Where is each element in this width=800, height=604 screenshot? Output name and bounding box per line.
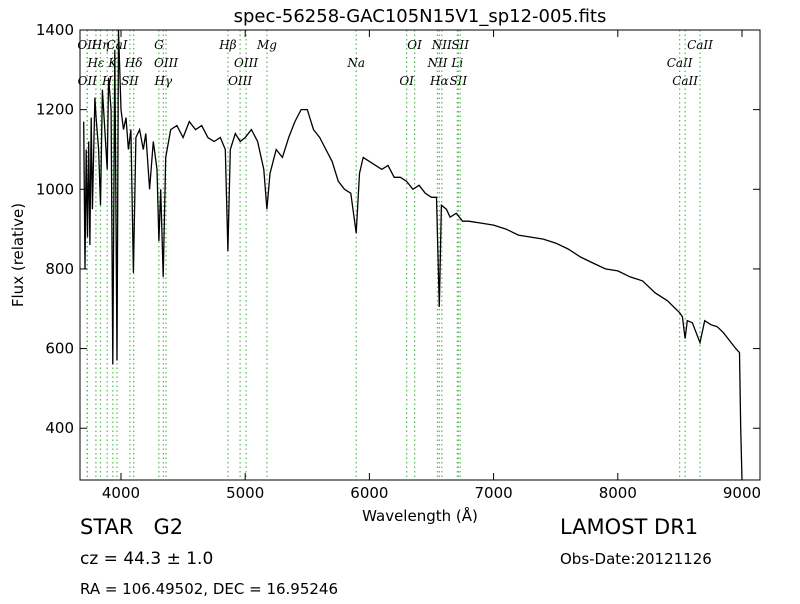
spectral-line-label: Hα (429, 74, 449, 88)
chart-title: spec-56258-GAC105N15V1_sp12-005.fits (234, 6, 607, 27)
spectral-line-label: Na (346, 56, 365, 70)
x-tick-label: 9000 (723, 484, 761, 502)
y-axis-label: Flux (relative) (9, 203, 27, 307)
coordinates: RA = 106.49502, DEC = 16.95246 (80, 580, 338, 598)
x-axis-label: Wavelength (Å) (362, 506, 478, 525)
spectral-line-label: OII (78, 74, 98, 88)
x-tick-label: 6000 (350, 484, 388, 502)
x-tick-label: 8000 (599, 484, 637, 502)
spectral-line-label: OIII (228, 74, 252, 88)
y-tick-label: 800 (45, 260, 74, 278)
spectral-line-label: OI (407, 38, 422, 52)
plot-frame (79, 29, 761, 481)
x-tick-label: 4000 (102, 484, 140, 502)
spectral-line-label: Mg (256, 38, 277, 52)
y-tick-label: 1200 (36, 101, 74, 119)
spectral-line-label: Hδ (124, 56, 143, 70)
object-class: STAR G2 (80, 515, 183, 539)
y-tick-label: 600 (45, 340, 74, 358)
obs-date: Obs-Date:20121126 (560, 550, 712, 568)
spectral-line-label: CaI (106, 38, 127, 52)
spectral-line-label: SII (449, 74, 467, 88)
spectral-line-label: OI (399, 74, 414, 88)
x-tick-label: 7000 (474, 484, 512, 502)
spectral-line-label: OIII (154, 56, 178, 70)
spectral-line-label: NII (431, 38, 452, 52)
spectral-line-label: K (107, 56, 118, 70)
spectral-line-label: CaII (667, 56, 693, 70)
y-tick-label: 1400 (36, 21, 74, 39)
x-tick-label: 5000 (226, 484, 264, 502)
spectral-line-label: SII (451, 38, 469, 52)
spectral-line-label: OIII (234, 56, 258, 70)
spectral-line-label: G (154, 38, 164, 52)
spectral-line-label: CaII (672, 74, 698, 88)
spectral-line-label: Hγ (154, 74, 173, 88)
survey: LAMOST DR1 (560, 515, 698, 539)
spectral-line-label: Li (450, 56, 463, 70)
spectral-line-label: Hη (91, 38, 110, 52)
spectral-line-label: SII (121, 74, 139, 88)
y-tick-label: 400 (45, 419, 74, 437)
spectral-line-label: CaII (687, 38, 713, 52)
spectral-line-label: Hε (86, 56, 104, 70)
redshift: cz = 44.3 ± 1.0 (80, 549, 213, 569)
y-tick-label: 1000 (36, 180, 74, 198)
spectral-line-label: H (101, 74, 113, 88)
spectrum-line (83, 30, 743, 480)
spectral-line-label: Hβ (218, 38, 236, 52)
spectral-line-label: NII (426, 56, 447, 70)
